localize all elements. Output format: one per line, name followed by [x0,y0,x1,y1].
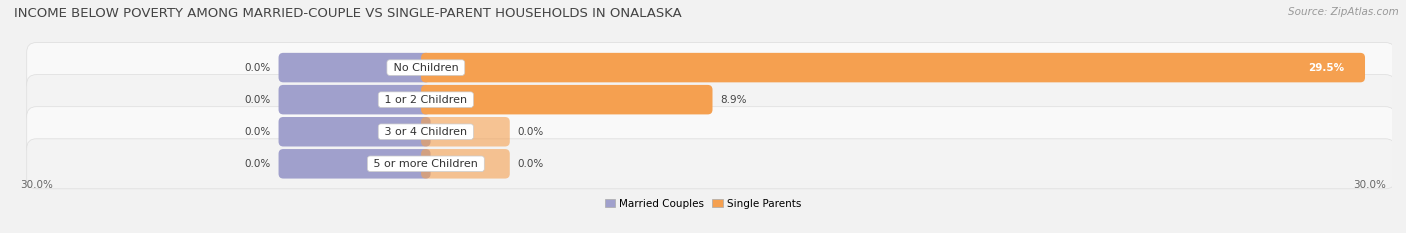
Text: 5 or more Children: 5 or more Children [370,159,481,169]
FancyBboxPatch shape [27,43,1395,93]
FancyBboxPatch shape [278,117,430,147]
Text: INCOME BELOW POVERTY AMONG MARRIED-COUPLE VS SINGLE-PARENT HOUSEHOLDS IN ONALASK: INCOME BELOW POVERTY AMONG MARRIED-COUPL… [14,7,682,20]
Text: 3 or 4 Children: 3 or 4 Children [381,127,471,137]
Text: 1 or 2 Children: 1 or 2 Children [381,95,471,105]
FancyBboxPatch shape [27,139,1395,189]
Text: 0.0%: 0.0% [517,127,544,137]
Text: 30.0%: 30.0% [1353,180,1385,190]
Text: 30.0%: 30.0% [21,180,53,190]
Text: 0.0%: 0.0% [245,63,270,73]
FancyBboxPatch shape [420,117,510,147]
FancyBboxPatch shape [27,107,1395,157]
Text: 0.0%: 0.0% [245,127,270,137]
FancyBboxPatch shape [420,53,1365,82]
FancyBboxPatch shape [27,75,1395,125]
FancyBboxPatch shape [278,53,430,82]
Text: Source: ZipAtlas.com: Source: ZipAtlas.com [1288,7,1399,17]
FancyBboxPatch shape [278,85,430,114]
Text: 0.0%: 0.0% [245,159,270,169]
Text: 29.5%: 29.5% [1309,63,1344,73]
Text: 8.9%: 8.9% [720,95,747,105]
FancyBboxPatch shape [420,85,713,114]
Text: 0.0%: 0.0% [245,95,270,105]
Text: No Children: No Children [389,63,463,73]
Legend: Married Couples, Single Parents: Married Couples, Single Parents [600,194,806,213]
FancyBboxPatch shape [420,149,510,178]
Text: 0.0%: 0.0% [517,159,544,169]
FancyBboxPatch shape [278,149,430,178]
